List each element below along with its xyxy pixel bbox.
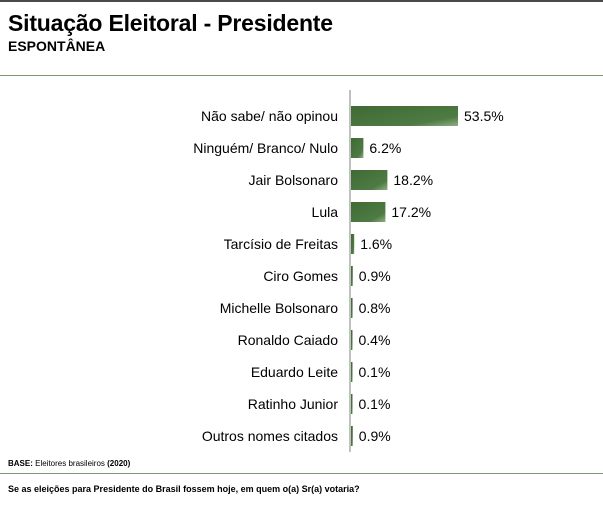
category-label: Ninguém/ Branco/ Nulo bbox=[193, 140, 338, 156]
bar bbox=[351, 234, 355, 254]
category-label: Lula bbox=[312, 204, 339, 220]
bar bbox=[351, 426, 353, 446]
base-year: (2020) bbox=[107, 459, 131, 468]
bars-group: Não sabe/ não opinou 53.5% Ninguém/ Branco… bbox=[193, 106, 504, 446]
base-note: BASE: Eleitores brasileiros (2020) bbox=[8, 459, 130, 468]
value-label: 0.9% bbox=[359, 268, 391, 284]
value-label: 17.2% bbox=[391, 204, 431, 220]
bar bbox=[351, 202, 386, 222]
category-label: Outros nomes citados bbox=[202, 428, 338, 444]
bar bbox=[351, 330, 353, 350]
bar bbox=[351, 298, 353, 318]
value-label: 0.4% bbox=[359, 332, 391, 348]
base-label: BASE: bbox=[8, 459, 33, 468]
value-label: 0.8% bbox=[359, 300, 391, 316]
value-label: 0.1% bbox=[359, 364, 391, 380]
header-divider bbox=[0, 75, 603, 76]
category-label: Jair Bolsonaro bbox=[249, 172, 339, 188]
bar bbox=[351, 138, 364, 158]
page-subtitle: ESPONTÂNEA bbox=[8, 38, 106, 54]
category-label: Não sabe/ não opinou bbox=[201, 108, 338, 124]
footer-divider bbox=[0, 473, 603, 474]
bar-chart: Não sabe/ não opinou 53.5% Ninguém/ Branco… bbox=[193, 90, 504, 452]
base-text: Eleitores brasileiros bbox=[32, 459, 108, 468]
survey-question: Se as eleições para Presidente do Brasil… bbox=[8, 484, 360, 494]
value-label: 18.2% bbox=[393, 172, 433, 188]
category-label: Ronaldo Caiado bbox=[238, 332, 339, 348]
value-label: 6.2% bbox=[369, 140, 401, 156]
value-label: 0.9% bbox=[359, 428, 391, 444]
category-label: Ciro Gomes bbox=[263, 268, 338, 284]
category-label: Tarcísio de Freitas bbox=[224, 236, 338, 252]
bar bbox=[351, 106, 458, 126]
value-label: 53.5% bbox=[464, 108, 504, 124]
bar bbox=[351, 394, 353, 414]
top-rule bbox=[0, 0, 603, 2]
category-label: Eduardo Leite bbox=[251, 364, 338, 380]
category-label: Michelle Bolsonaro bbox=[220, 300, 338, 316]
page-title: Situação Eleitoral - Presidente bbox=[8, 10, 333, 36]
bar bbox=[351, 170, 388, 190]
bar bbox=[351, 362, 353, 382]
value-label: 0.1% bbox=[359, 396, 391, 412]
category-label: Ratinho Junior bbox=[248, 396, 339, 412]
bar bbox=[351, 266, 353, 286]
value-label: 1.6% bbox=[360, 236, 392, 252]
